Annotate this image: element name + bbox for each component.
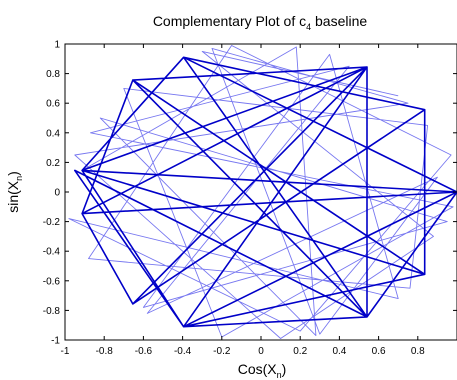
y-tick-label: -0.8 bbox=[43, 306, 61, 317]
series-line-1 bbox=[68, 45, 454, 339]
y-tick-label: 0.4 bbox=[46, 128, 60, 139]
x-tick-label: 0.6 bbox=[372, 346, 386, 357]
x-axis-label: Cos(Xn) bbox=[238, 361, 287, 380]
x-tick-label: -0.8 bbox=[96, 346, 114, 357]
y-tick-label: 0.2 bbox=[46, 158, 60, 169]
x-tick-label: -0.6 bbox=[135, 346, 153, 357]
y-tick-label: -0.2 bbox=[43, 217, 61, 228]
x-tick-label: 0.8 bbox=[411, 346, 425, 357]
series-layer bbox=[68, 45, 457, 339]
x-tick-label: -0.2 bbox=[213, 346, 231, 357]
y-tick-label: -0.4 bbox=[43, 247, 61, 258]
x-tick-label: -1 bbox=[61, 346, 70, 357]
y-tick-label: -1 bbox=[51, 336, 60, 347]
chart-title: Complementary Plot of c4 baseline bbox=[153, 13, 368, 32]
plot-frame bbox=[64, 43, 457, 341]
x-tick-label: -0.4 bbox=[174, 346, 192, 357]
x-tick-label: 0.4 bbox=[332, 346, 346, 357]
y-tick-label: 0.6 bbox=[46, 99, 60, 110]
y-tick-label: -0.6 bbox=[43, 276, 61, 287]
plot-area: -1 -0.8 -0.6 -0.4 -0.2 0 0.2 0.4 0.6 0.8 -1 -0.8 -0.… bbox=[43, 40, 457, 357]
y-axis-label: sin(Xn) bbox=[5, 171, 24, 213]
y-tick-label: 1 bbox=[54, 40, 60, 51]
ticks-layer: -1 -0.8 -0.6 -0.4 -0.2 0 0.2 0.4 0.6 0.8 -1 -0.8 -0.… bbox=[43, 40, 457, 357]
series-line-0 bbox=[74, 56, 457, 328]
x-tick-label: 0 bbox=[258, 346, 264, 357]
y-tick-label: 0.8 bbox=[46, 69, 60, 80]
y-tick-label: 0 bbox=[54, 188, 60, 199]
x-tick-label: 0.2 bbox=[293, 346, 307, 357]
